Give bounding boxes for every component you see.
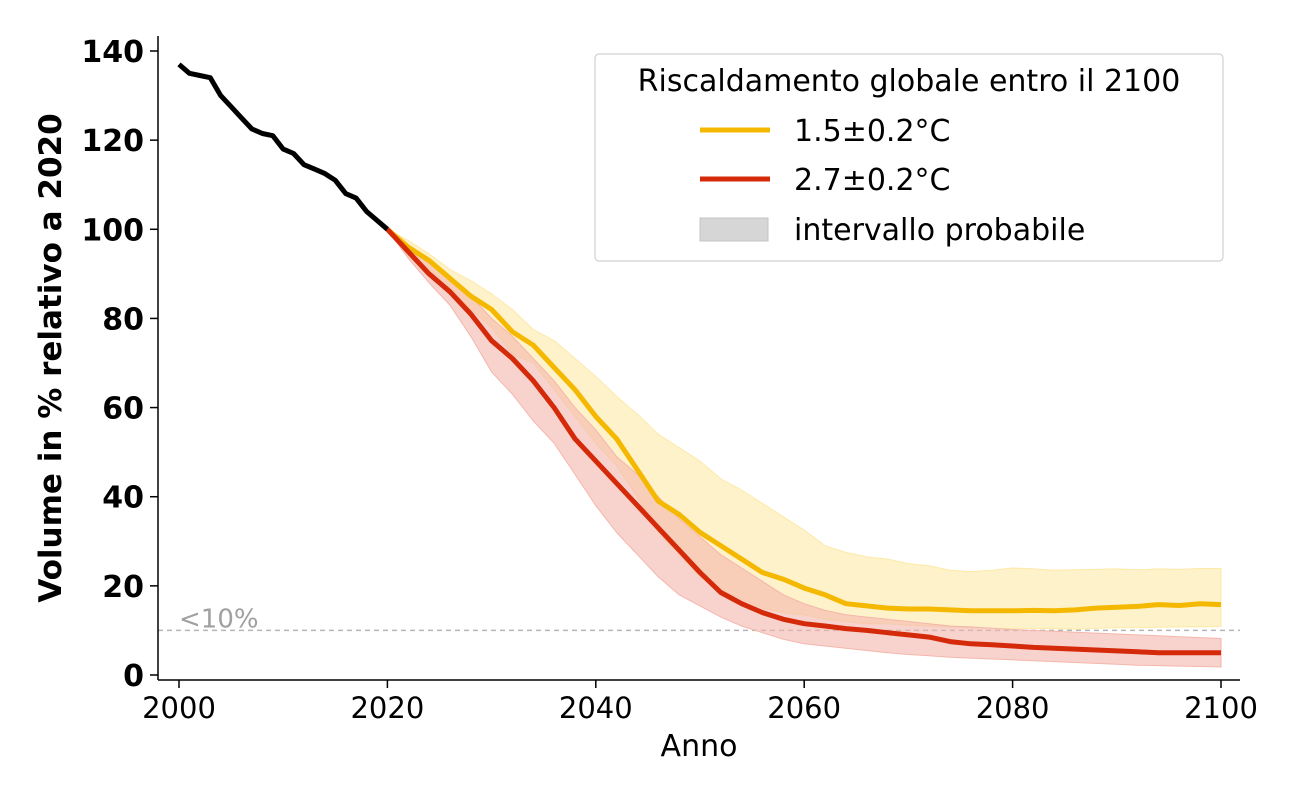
x-tick-label: 2040 — [559, 691, 633, 725]
y-tick-label: 40 — [102, 481, 144, 516]
reference-line-label: <10% — [179, 604, 259, 634]
line-historical — [177, 62, 390, 232]
legend-label-2-7: 2.7±0.2°C — [794, 163, 951, 198]
axes — [157, 36, 1240, 681]
y-tick-label: 100 — [81, 213, 144, 248]
reference-line-group: <10% — [158, 604, 1240, 634]
y-tick-label: 20 — [102, 570, 144, 605]
legend-title: Riscaldamento globale entro il 2100 — [638, 64, 1181, 99]
y-tick-label: 0 — [123, 659, 144, 694]
x-tick-label: 2020 — [350, 691, 424, 725]
line-scenario-1.5 — [385, 227, 1222, 614]
legend-swatch-likely-range — [699, 217, 769, 242]
band-scenario-1.5 — [387, 228, 1222, 630]
x-tick-label: 2080 — [976, 691, 1050, 725]
x-ticks: 2000 2020 2040 2060 2080 2100 — [142, 680, 1258, 725]
y-axis-title: Volume in % relativo a 2020 — [33, 113, 69, 602]
x-axis-title: Anno — [661, 729, 738, 764]
x-tick-label: 2060 — [767, 691, 841, 725]
x-tick-label: 2000 — [142, 691, 216, 725]
y-tick-label: 140 — [81, 35, 144, 70]
legend-label-1-5: 1.5±0.2°C — [794, 114, 951, 149]
y-ticks: 0 20 40 60 80 100 120 140 — [81, 35, 158, 694]
line-scenario-2.7 — [385, 227, 1221, 656]
legend: Riscaldamento globale entro il 2100 1.5±… — [594, 53, 1224, 262]
y-tick-label: 120 — [81, 124, 144, 159]
x-tick-label: 2100 — [1184, 691, 1258, 725]
series-lines — [177, 62, 1222, 656]
legend-box — [594, 53, 1224, 262]
likely-range-bands — [386, 228, 1222, 668]
legend-label-likely-range: intervallo probabile — [794, 213, 1085, 248]
y-tick-label: 60 — [102, 392, 144, 427]
y-tick-label: 80 — [102, 302, 144, 337]
